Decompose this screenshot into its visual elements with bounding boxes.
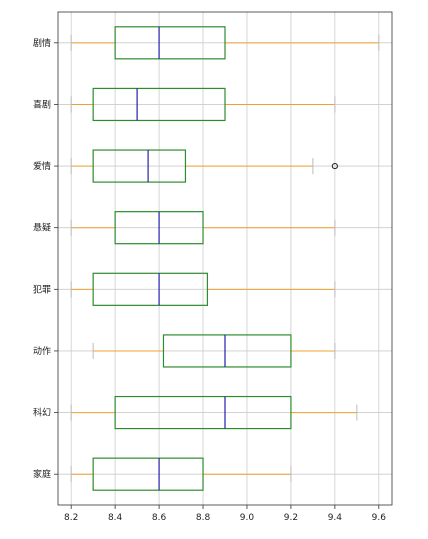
category-label: 爱情 <box>33 160 51 172</box>
box-6 <box>92 334 336 368</box>
box-3 <box>70 149 338 183</box>
box-iqr <box>92 87 226 122</box>
category-label: 家庭 <box>33 468 51 480</box>
box-iqr <box>92 457 204 491</box>
category-label: 喜剧 <box>33 98 51 110</box>
x-tick-label: 9.4 <box>328 513 343 523</box>
x-tick-label: 8.4 <box>108 513 123 523</box>
plot-frame <box>57 11 393 506</box>
box-1 <box>70 26 380 60</box>
box-5 <box>70 272 336 306</box>
box-iqr <box>114 26 226 60</box>
category-label: 科幻 <box>33 407 51 419</box>
box-8 <box>70 457 292 491</box>
x-tick-label: 9.6 <box>372 513 387 523</box>
x-tick-label: 8.6 <box>152 513 167 523</box>
box-2 <box>70 87 336 122</box>
category-label: 剧情 <box>33 37 51 49</box>
x-tick-label: 9.0 <box>240 513 255 523</box>
category-label: 犯罪 <box>33 284 51 295</box>
category-label: 悬疑 <box>33 223 51 234</box>
box-iqr <box>92 149 187 183</box>
box-iqr <box>162 334 292 368</box>
box-iqr <box>92 272 209 306</box>
grid-lines <box>58 12 392 505</box>
x-axis-ticks: 8.2 8.4 8.6 8.8 9.0 9.2 9.4 9.6 <box>64 505 386 523</box>
flier-point <box>331 162 338 170</box>
box-7 <box>70 395 358 430</box>
boxes <box>70 26 380 491</box>
box-iqr <box>114 395 292 430</box>
box-4 <box>70 211 336 245</box>
x-tick-label: 9.2 <box>284 513 298 523</box>
category-label: 动作 <box>33 345 51 357</box>
x-tick-label: 8.8 <box>196 513 211 523</box>
x-tick-label: 8.2 <box>64 513 78 523</box>
